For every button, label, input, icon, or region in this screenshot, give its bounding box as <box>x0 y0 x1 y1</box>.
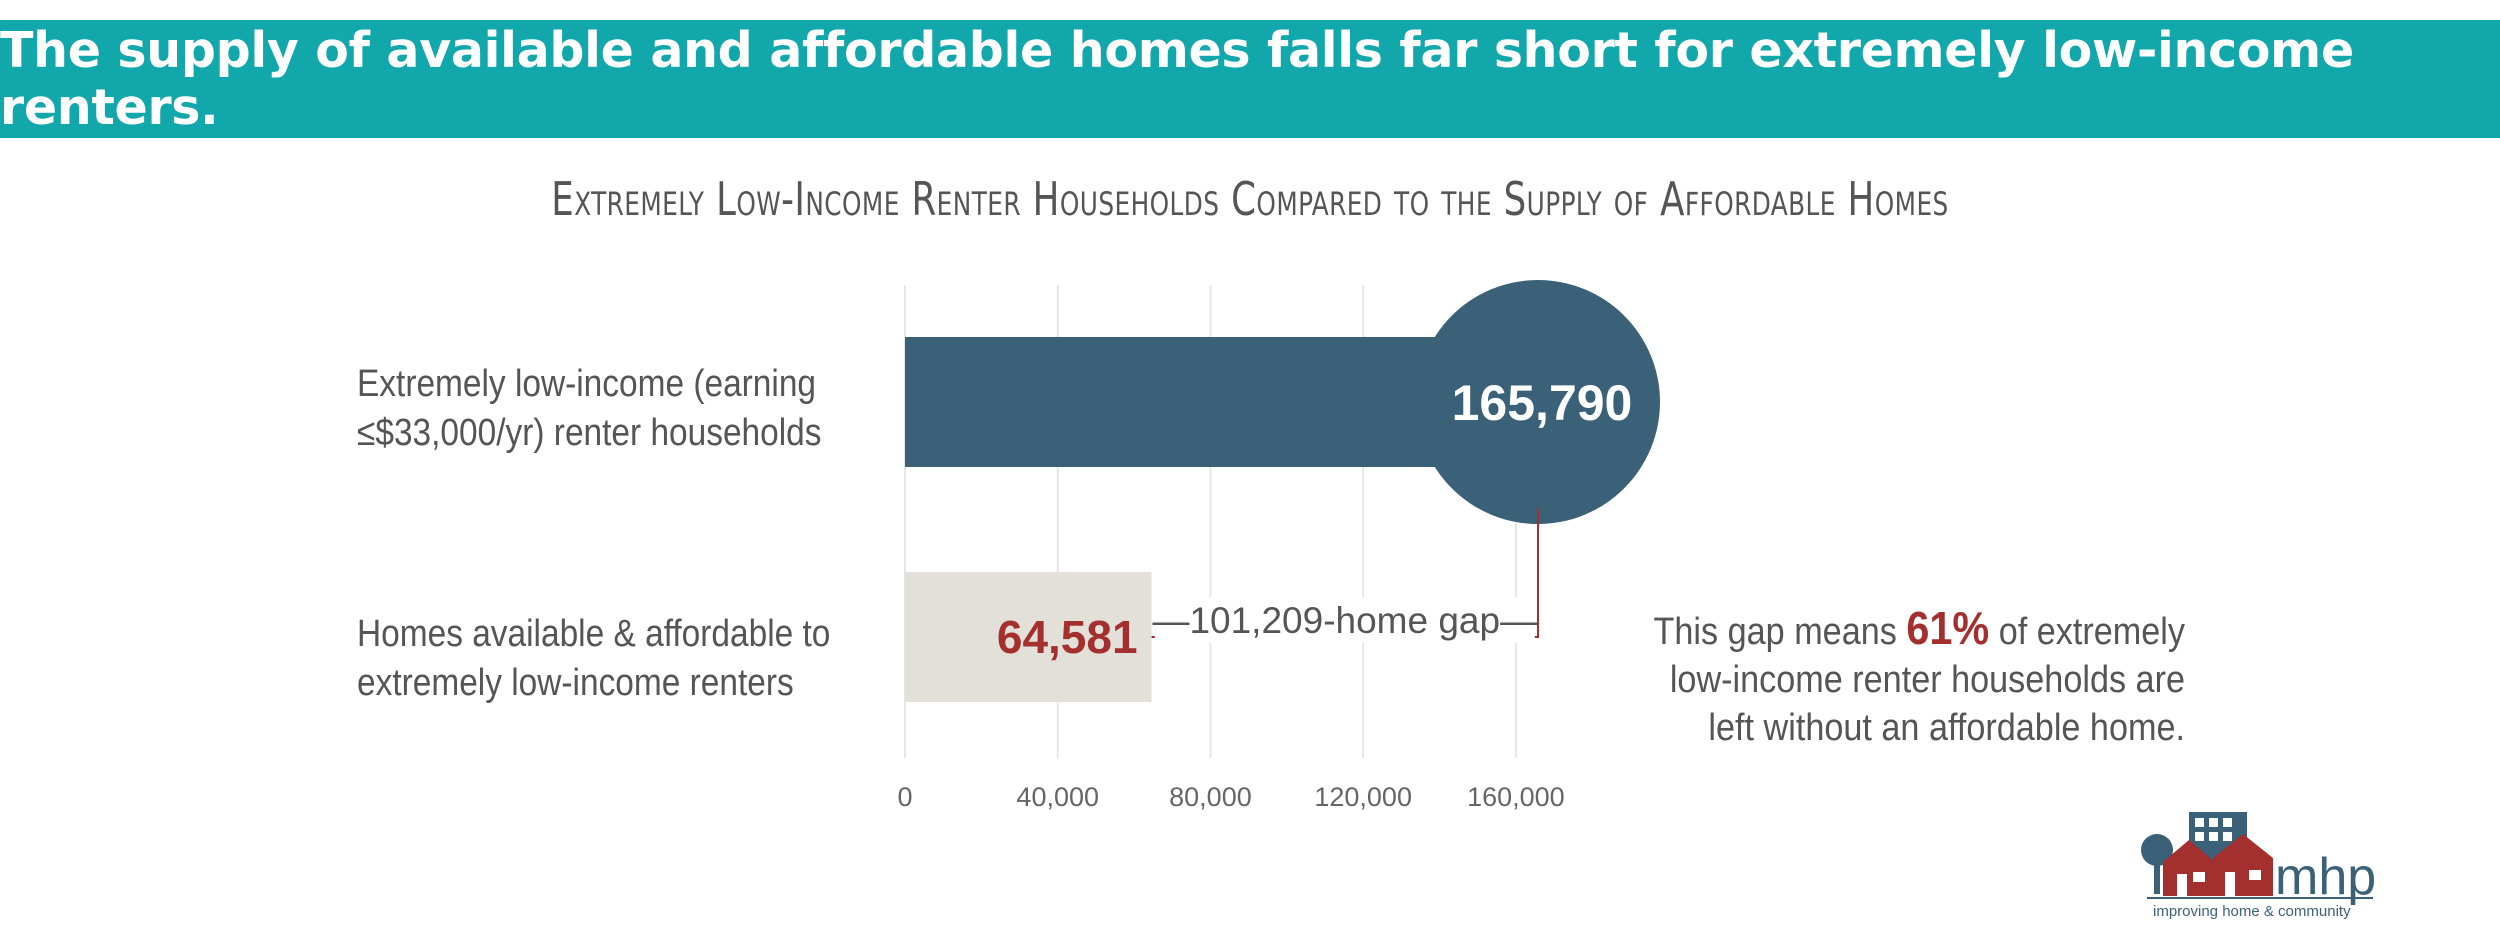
value-label-renters: 165,790 <box>1452 375 1633 431</box>
mhp-logo: mhp improving home & community <box>2141 812 2376 920</box>
x-tick-label-2: 80,000 <box>1169 782 1252 812</box>
gap-note-line2: low-income renter households are <box>1669 659 2185 701</box>
row-label-renters-line2: ≤$33,000/yr) renter households <box>357 412 822 454</box>
chart-title: Extremely Low-Income Renter Households C… <box>551 172 1949 226</box>
x-tick-label-4: 160,000 <box>1467 782 1565 812</box>
bar-renters <box>905 337 1477 467</box>
x-tick-label-1: 40,000 <box>1016 782 1099 812</box>
gap-label-background <box>1154 597 1535 643</box>
gap-percent: 61% <box>1906 602 1990 654</box>
row-label-homes-line1: Homes available & affordable to <box>357 613 831 655</box>
bar-homes <box>905 572 1152 702</box>
logo-wordmark: mhp <box>2275 848 2376 906</box>
header-banner: The supply of available and affordable h… <box>0 20 2500 138</box>
row-label-homes: Homes available & affordable to extremel… <box>357 610 850 708</box>
gap-note-line3: left without an affordable home. <box>1708 707 2185 749</box>
logo-tagline: improving home & community <box>2153 903 2351 920</box>
row-label-renters: Extremely low-income (earning ≤$33,000/y… <box>357 360 850 458</box>
gap-note-text-after: of extremely <box>1989 611 2185 653</box>
row-label-renters-line1: Extremely low-income (earning <box>357 363 817 405</box>
x-tick-label-3: 120,000 <box>1314 782 1412 812</box>
gap-note-text-before: This gap means <box>1653 611 1907 653</box>
x-tick-label-0: 0 <box>897 782 912 812</box>
gap-note: This gap means 61% of extremely low-inco… <box>1542 602 2185 752</box>
logo-icon <box>2141 812 2273 896</box>
row-label-homes-line2: extremely low-income renters <box>357 662 794 704</box>
page-title: The supply of available and affordable h… <box>0 22 2354 136</box>
bar-renters-end-circle <box>1416 280 1660 524</box>
gap-annotation: —101,209-home gap— <box>1152 600 1537 641</box>
value-label-homes: 64,581 <box>997 611 1138 663</box>
